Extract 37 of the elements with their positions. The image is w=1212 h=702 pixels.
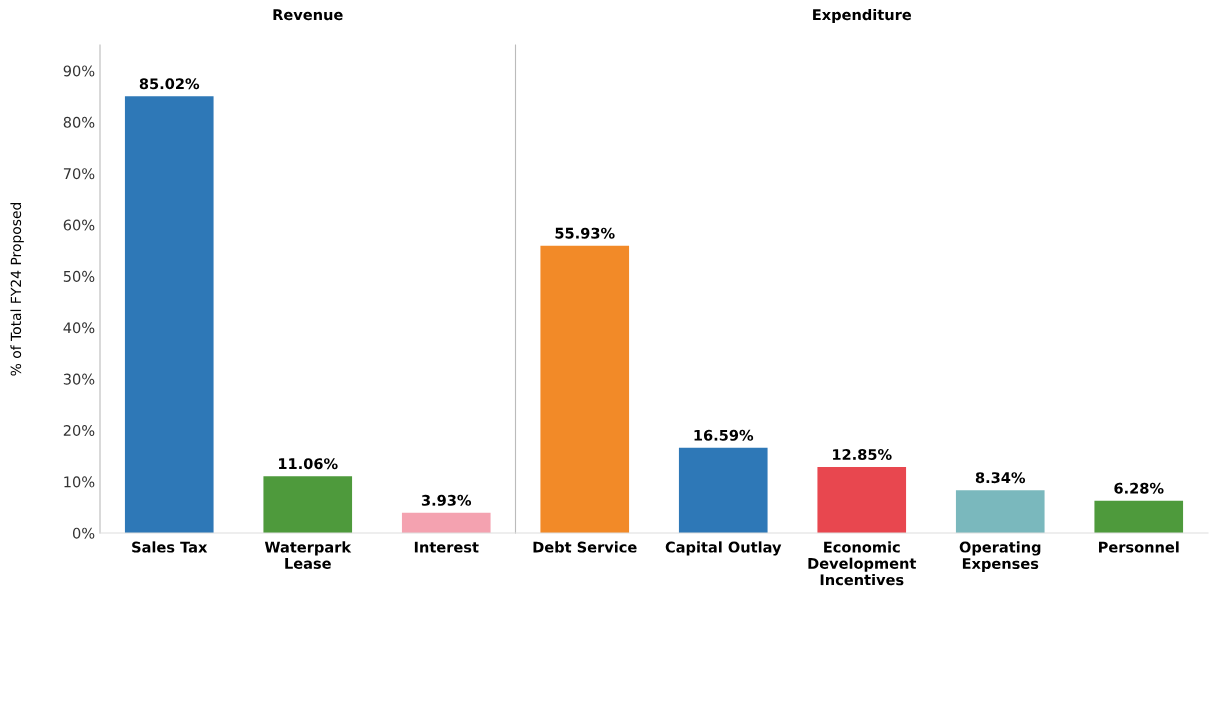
data-label: 55.93%: [555, 227, 615, 239]
y-tick-label: 70%: [63, 168, 95, 180]
x-tick-label: Sales Tax: [132, 541, 208, 553]
y-tick-label: 50%: [63, 270, 95, 282]
bar: [817, 466, 907, 533]
chart-title: Expenditure: [813, 8, 912, 24]
x-tick-label: Personnel: [1099, 541, 1179, 553]
x-tick-label: Waterpark Lease: [264, 541, 352, 569]
data-label: 12.85%: [833, 448, 892, 460]
data-label: 11.06%: [279, 458, 338, 470]
data-label: 3.93%: [421, 494, 472, 506]
y-tick-label: 40%: [63, 322, 95, 334]
bar: [955, 490, 1045, 533]
bar: [124, 96, 214, 533]
y-tick-label: 60%: [63, 219, 95, 231]
bar: [678, 447, 768, 533]
y-tick-label: 0%: [72, 527, 95, 539]
bar: [401, 512, 491, 533]
y-axis-title: % of Total FY24 Proposed: [10, 202, 24, 376]
y-tick-label: 80%: [63, 116, 95, 128]
bar: [1094, 500, 1184, 533]
x-tick-label: Operating Expenses: [959, 541, 1041, 572]
bar: [263, 476, 353, 533]
y-tick-label: 90%: [63, 65, 95, 77]
bar: [540, 245, 630, 533]
y-tick-label: 10%: [64, 476, 95, 488]
y-tick-label: 30%: [63, 373, 95, 385]
data-label: 16.59%: [694, 429, 754, 441]
chart-title: Revenue: [273, 9, 343, 21]
data-label: 85.02%: [139, 78, 200, 90]
data-label: 8.34%: [975, 472, 1026, 484]
x-tick-label: Economic Development Incentives: [808, 541, 917, 586]
y-tick-label: 20%: [63, 424, 95, 437]
data-label: 6.28%: [1114, 482, 1164, 494]
x-tick-label: Interest: [414, 541, 479, 553]
x-tick-label: Capital Outlay: [665, 541, 782, 556]
x-tick-label: Debt Service: [533, 541, 637, 553]
